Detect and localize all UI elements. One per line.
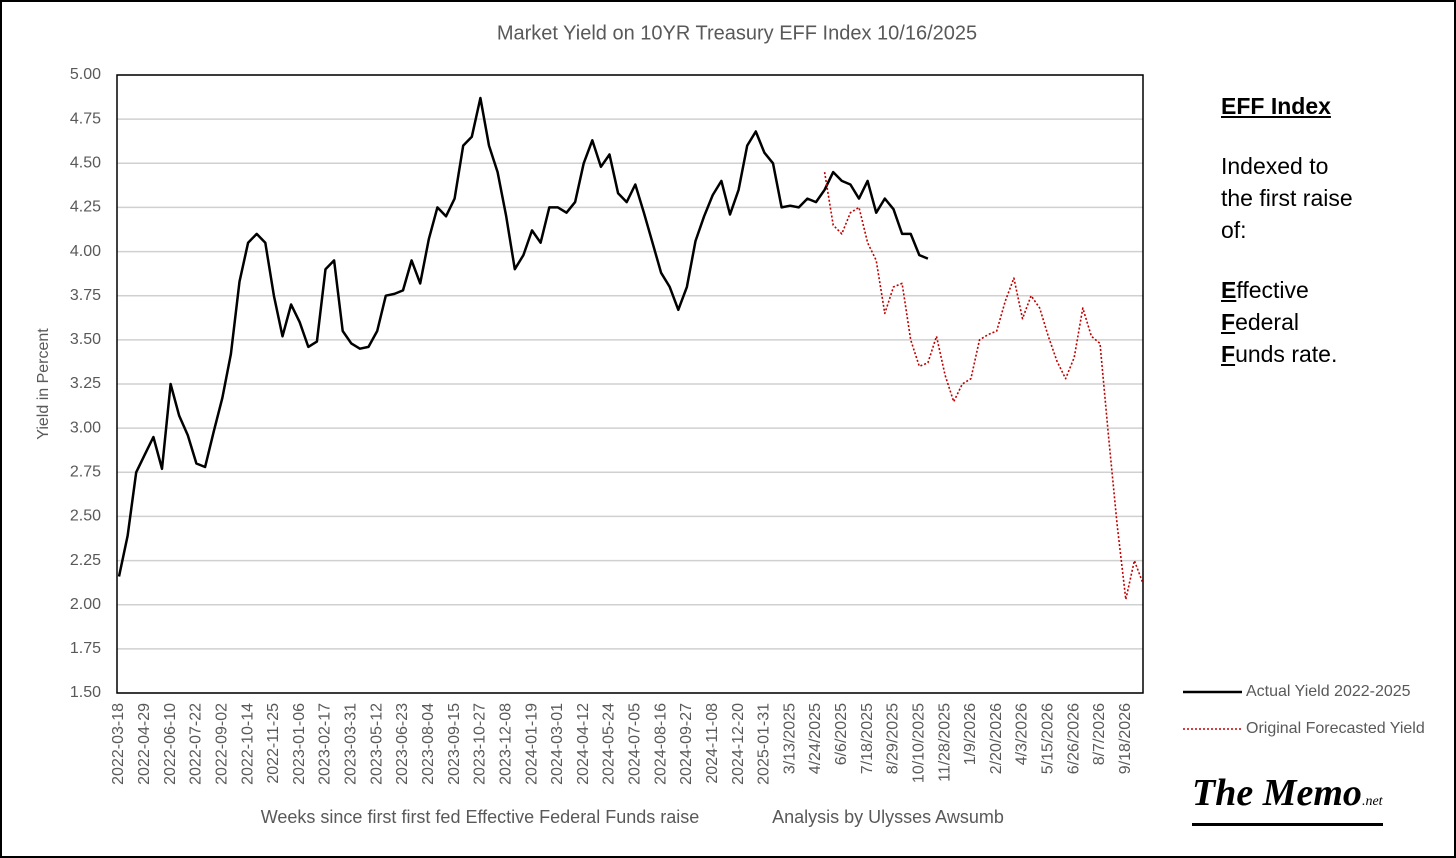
x-tick-label: 2024-01-19 [523, 703, 540, 785]
x-tick-label: 2022-06-10 [162, 703, 179, 785]
logo-suffix: .net [1361, 794, 1383, 809]
y-tick-label: 3.50 [70, 331, 101, 348]
x-tick-label: 2023-05-12 [368, 703, 385, 785]
x-tick-label: 2022-10-14 [239, 703, 256, 785]
side-line: of: [1221, 217, 1247, 243]
x-tick-label: 5/15/2026 [1040, 703, 1057, 774]
x-tick-label: 2022-09-02 [213, 703, 230, 785]
x-tick-label: 7/18/2025 [859, 703, 876, 774]
y-tick-label: 4.75 [70, 110, 101, 127]
x-tick-label: 2024-12-20 [730, 703, 747, 785]
x-tick-label: 4/24/2025 [807, 703, 824, 774]
x-tick-label: 4/3/2026 [1014, 703, 1031, 765]
y-tick-label: 2.50 [70, 508, 101, 525]
x-tick-label: 6/6/2025 [833, 703, 850, 765]
x-tick-label: 2/20/2026 [988, 703, 1005, 774]
y-tick-label: 5.00 [70, 66, 101, 83]
y-tick-label: 4.50 [70, 155, 101, 172]
side-line: Federal [1221, 309, 1299, 335]
series-line [117, 96, 929, 577]
x-tick-label: 1/9/2026 [962, 703, 979, 765]
x-tick-label: 2023-06-23 [394, 703, 411, 785]
x-axis-label: Weeks since first first fed Effective Fe… [261, 807, 700, 827]
x-tick-label: 8/7/2026 [1091, 703, 1108, 765]
x-tick-label: 2022-03-18 [110, 703, 127, 785]
x-tick-label: 2024-05-24 [601, 703, 618, 785]
logo-name: The Memo [1192, 772, 1362, 814]
spacer [1221, 246, 1353, 274]
x-tick-label: 8/29/2025 [885, 703, 902, 774]
x-tick-label: 2025-01-31 [756, 703, 773, 785]
x-tick-label: 2023-12-08 [497, 703, 514, 785]
credit: Analysis by Ulysses Awsumb [772, 807, 1004, 827]
legend-label: Actual Yield 2022-2025 [1246, 683, 1411, 700]
x-tick-label: 2022-07-22 [188, 703, 205, 785]
x-tick-label: 2024-08-16 [652, 703, 669, 785]
x-tick-label: 2023-03-31 [343, 703, 360, 785]
side-line: Indexed to [1221, 153, 1329, 179]
x-tick-label: 2022-11-25 [265, 703, 282, 784]
x-tick-label: 11/28/2025 [936, 703, 953, 782]
x-tick-label: 2024-03-01 [549, 703, 566, 785]
y-tick-label: 4.00 [70, 243, 101, 260]
y-tick-label: 1.75 [70, 640, 101, 657]
x-tick-label: 2023-08-04 [420, 703, 437, 785]
x-tick-label: 2024-04-12 [575, 703, 592, 785]
y-tick-label: 3.75 [70, 287, 101, 304]
y-tick-label: 3.25 [70, 375, 101, 392]
side-line: Effective [1221, 277, 1309, 303]
x-tick-label: 2024-07-05 [627, 703, 644, 785]
x-tick-label: 2022-04-29 [136, 703, 153, 785]
logo: The Memo.net [1192, 772, 1383, 826]
y-tick-label: 4.25 [70, 199, 101, 216]
plot-border [116, 74, 1144, 694]
x-tick-label: 6/26/2026 [1065, 703, 1082, 774]
side-line: Funds rate. [1221, 341, 1338, 367]
chart-title: Market Yield on 10YR Treasury EFF Index … [497, 22, 977, 44]
y-tick-label: 2.00 [70, 596, 101, 613]
y-tick-label: 3.00 [70, 419, 101, 436]
x-tick-label: 2024-09-27 [678, 703, 695, 785]
series-line [823, 171, 1144, 601]
x-tick-label: 2023-09-15 [446, 703, 463, 785]
x-tick-label: 2023-02-17 [317, 703, 334, 785]
x-tick-label: 10/10/2025 [910, 703, 927, 783]
y-tick-label: 1.50 [70, 684, 101, 701]
x-tick-label: 2023-01-06 [291, 703, 308, 785]
side-note: EFF Index Indexed to the first raise of: Ef… [1221, 90, 1353, 370]
legend-label: Original Forecasted Yield [1246, 720, 1425, 737]
x-tick-label: 3/13/2025 [781, 703, 798, 774]
x-tick-label: 2023-10-27 [472, 703, 489, 785]
side-heading: EFF Index [1221, 93, 1331, 119]
y-tick-label: 2.25 [70, 552, 101, 569]
y-axis-label: Yield in Percent [35, 328, 52, 440]
side-line: the first raise [1221, 185, 1353, 211]
y-tick-label: 2.75 [70, 464, 101, 481]
x-tick-label: 2024-11-08 [704, 703, 721, 784]
x-tick-label: 9/18/2026 [1117, 703, 1134, 774]
